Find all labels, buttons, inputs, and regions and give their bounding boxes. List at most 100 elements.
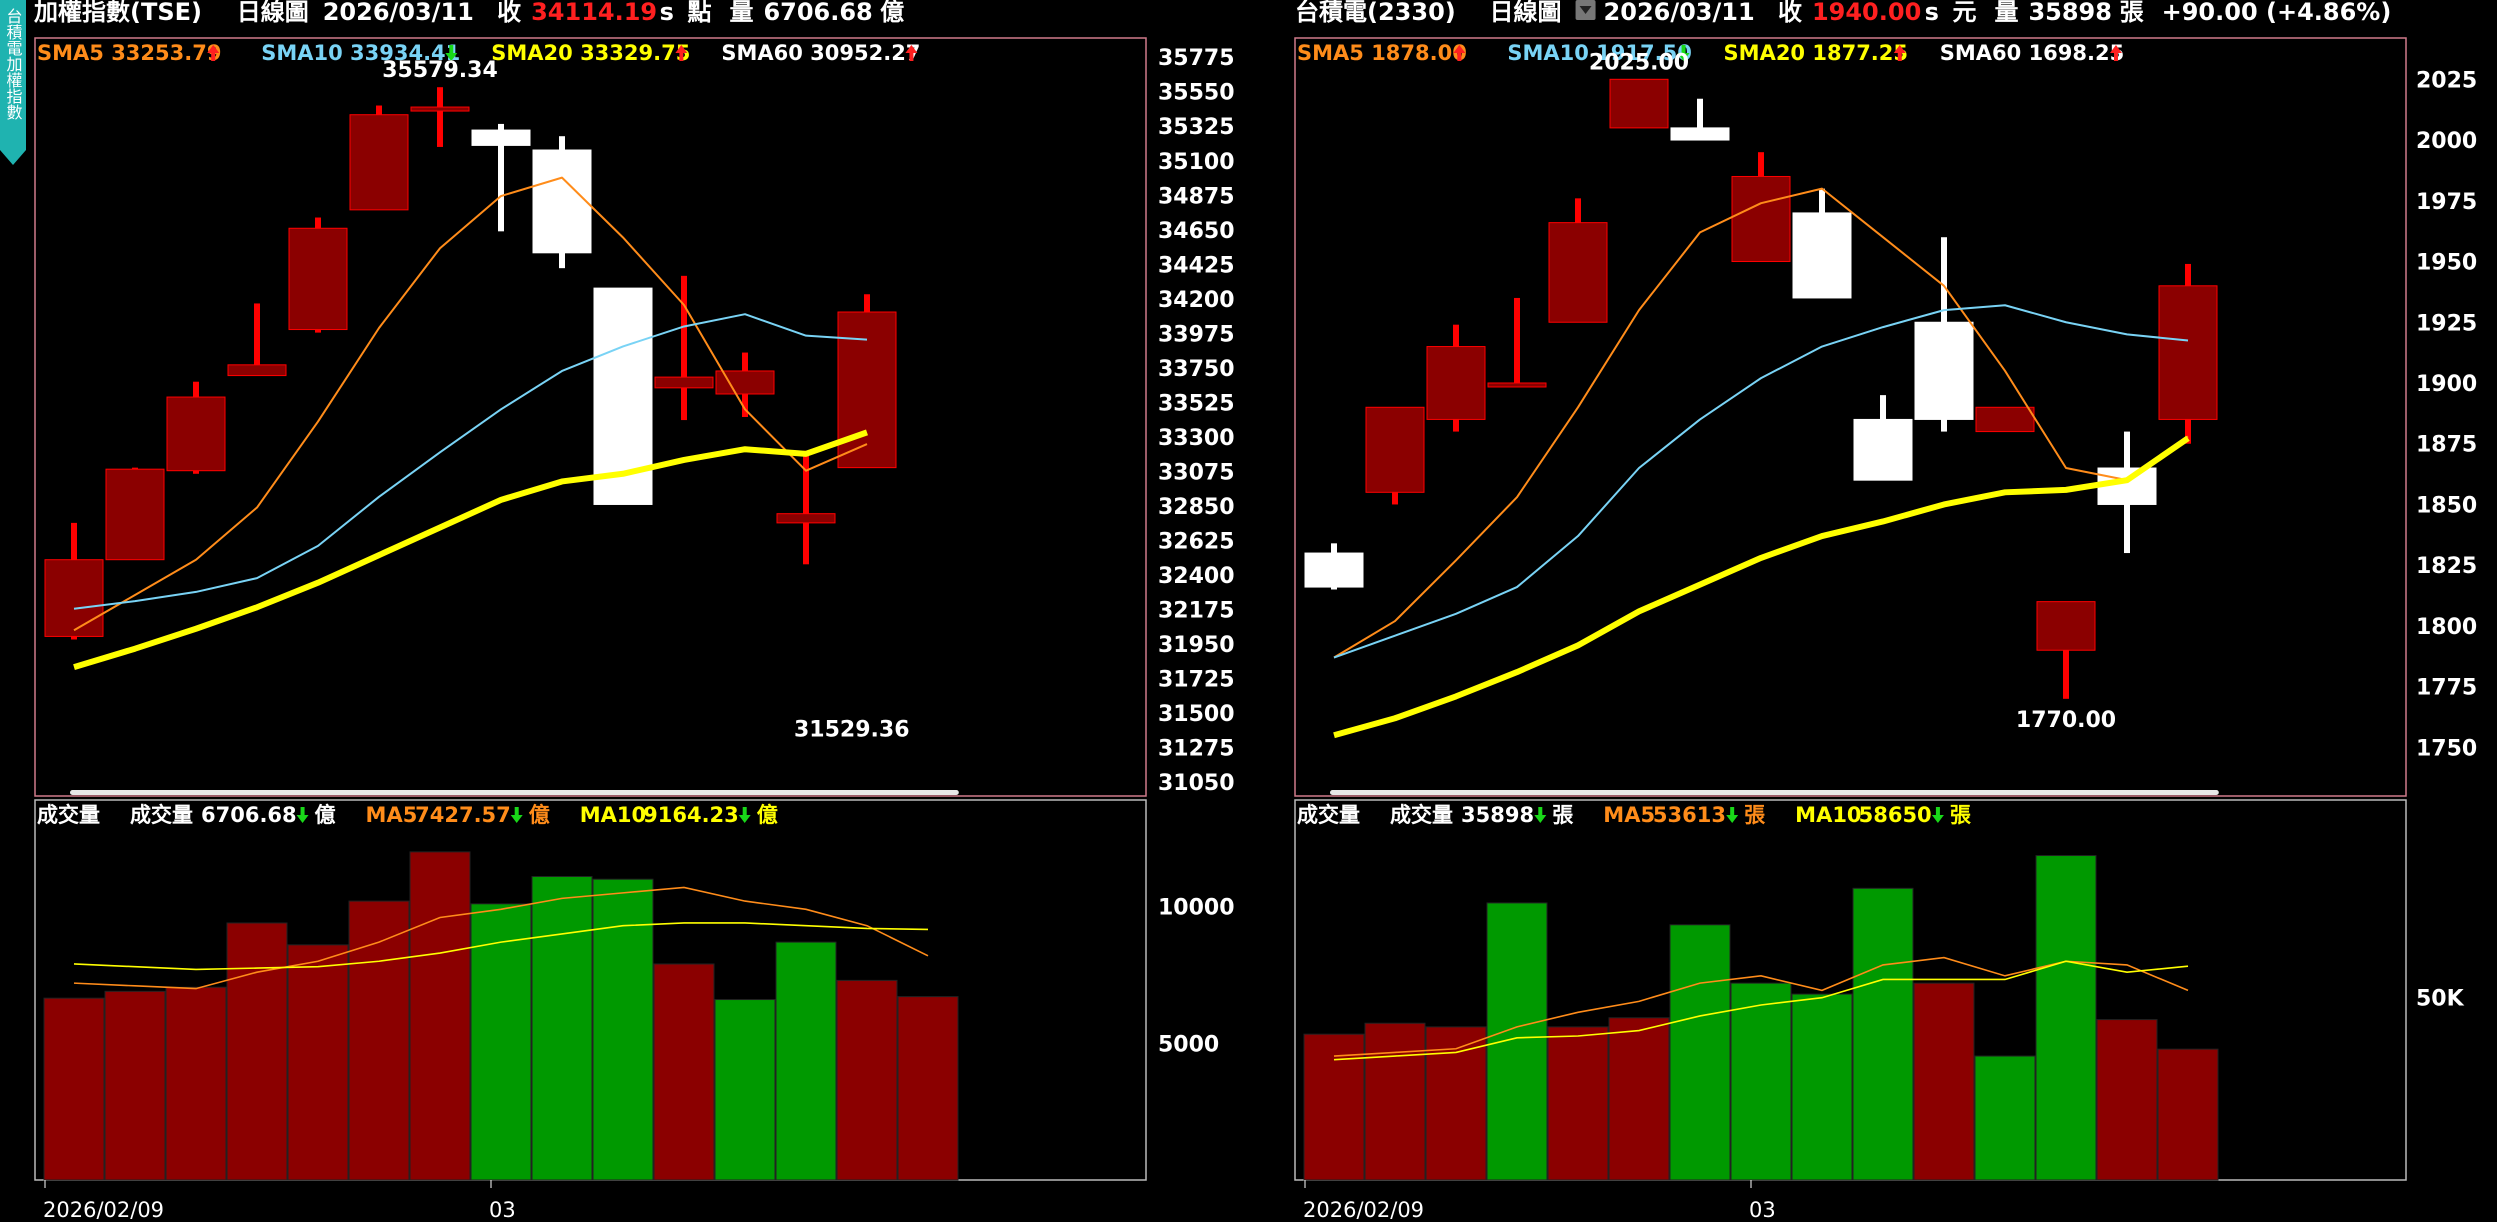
candle-body bbox=[1548, 222, 1608, 323]
candle bbox=[2097, 431, 2157, 554]
price-tick-label: 33075 bbox=[1158, 460, 1235, 485]
volume-unit: 億 bbox=[880, 0, 904, 26]
volume-bar bbox=[287, 944, 349, 1181]
volume-bar bbox=[226, 922, 288, 1181]
sma20-line bbox=[73, 429, 868, 670]
price-tick-label: 34200 bbox=[1158, 288, 1235, 313]
high-price-label: 2025.00 bbox=[1589, 50, 1689, 75]
price-tick-label: 32400 bbox=[1158, 564, 1235, 589]
volume-axis: 10000 5000 bbox=[1158, 896, 1235, 1058]
volume-panel-title: 成交量 bbox=[1297, 803, 1360, 827]
price-tick-label: 32175 bbox=[1158, 599, 1235, 624]
candle-body bbox=[2097, 467, 2157, 505]
trend-arrow-icon-head bbox=[1726, 815, 1739, 823]
side-tab-label: 台積電加權指數 bbox=[4, 8, 23, 120]
volume-bars bbox=[1303, 855, 2219, 1181]
x-tick-label: 03 bbox=[1749, 1198, 1776, 1222]
candle-body bbox=[1853, 418, 1913, 481]
candle bbox=[410, 87, 470, 147]
price-tick-label: 34875 bbox=[1158, 184, 1235, 209]
price-frame bbox=[34, 37, 1147, 797]
candles bbox=[1304, 78, 2218, 699]
candle-body bbox=[227, 364, 287, 377]
chevron-down-icon bbox=[1579, 6, 1592, 14]
trend-arrow-icon-head bbox=[1453, 45, 1466, 53]
volume-bar bbox=[836, 979, 898, 1181]
price-tick-label: 2025 bbox=[2416, 68, 2477, 93]
volume-bar bbox=[714, 999, 776, 1181]
volume-tick-label: 50K bbox=[2416, 987, 2465, 1012]
candle-body bbox=[654, 376, 714, 389]
volume-bar bbox=[1608, 1017, 1670, 1181]
header-date: 2026/03/11 bbox=[1604, 0, 1755, 26]
panel-0: 加權指數(TSE) 日線圖 2026/03/11 收 34114.19 s 點量 6706.6… bbox=[34, 0, 1235, 1222]
trend-arrow-icon-stem bbox=[2113, 52, 2118, 61]
trend-arrow-icon-head bbox=[1534, 815, 1547, 823]
price-tick-label: 1925 bbox=[2416, 311, 2477, 336]
price-tick-label: 1900 bbox=[2416, 372, 2477, 397]
symbol-name: 台積電(2330) bbox=[1295, 0, 1456, 26]
candle bbox=[1365, 406, 1425, 505]
scroll-handle[interactable] bbox=[70, 790, 959, 795]
candle-body bbox=[1304, 552, 1364, 588]
price-tick-label: 31950 bbox=[1158, 633, 1235, 658]
volume-bar bbox=[2035, 855, 2097, 1181]
candle-body bbox=[471, 129, 531, 146]
candle-wick bbox=[437, 87, 443, 147]
sma-legend: SMA5 33253.79 SMA10 33934.41 SMA20 33329.7… bbox=[37, 41, 920, 65]
candle bbox=[1426, 324, 1486, 432]
candle bbox=[1975, 406, 2035, 433]
volume-tick-label: 10000 bbox=[1158, 896, 1235, 921]
trend-arrow-icon bbox=[1726, 807, 1739, 823]
price-tick-label: 1775 bbox=[2416, 676, 2477, 701]
candle-body bbox=[1426, 346, 1486, 420]
candle bbox=[166, 381, 226, 474]
price-tick-label: 35775 bbox=[1158, 46, 1235, 71]
price-tick-label: 33525 bbox=[1158, 391, 1235, 416]
low-price-label: 1770.00 bbox=[2016, 708, 2116, 733]
candle-body bbox=[166, 396, 226, 472]
close-label: 收 bbox=[1778, 0, 1802, 26]
volume-axis: 50K bbox=[2416, 987, 2465, 1012]
candle-body bbox=[288, 227, 348, 331]
candle bbox=[715, 352, 775, 417]
trend-arrow-icon bbox=[1534, 807, 1547, 823]
candle bbox=[1487, 297, 1547, 388]
volume-bar bbox=[409, 851, 471, 1181]
sma-legend-sma60: SMA60 30952.27 bbox=[721, 41, 920, 65]
price-tick-label: 1875 bbox=[2416, 433, 2477, 458]
candle bbox=[1304, 543, 1364, 590]
price-tick-label: 31050 bbox=[1158, 771, 1235, 796]
panel-1: 台積電(2330) 日線圖 2026/03/11 收 1940.00 s 元量 35898 張 +… bbox=[1294, 0, 2477, 1222]
scroll-handle[interactable] bbox=[1330, 790, 2219, 795]
trend-arrow-icon bbox=[905, 45, 918, 61]
candle-body bbox=[1670, 127, 1730, 141]
x-tick-label: 2026/02/09 bbox=[43, 1198, 164, 1222]
sma-legend-sma20: SMA20 33329.75 bbox=[491, 41, 690, 65]
volume-bar bbox=[104, 990, 166, 1181]
volume-bar bbox=[897, 996, 959, 1181]
trend-arrow-icon-stem bbox=[449, 45, 454, 54]
candle bbox=[532, 136, 592, 269]
side-tab[interactable]: 台積電加權指數 bbox=[0, 0, 26, 165]
x-tick-label: 03 bbox=[489, 1198, 516, 1222]
price-tick-label: 1800 bbox=[2416, 615, 2477, 640]
trend-arrow-icon-stem bbox=[1538, 807, 1543, 816]
trend-arrow-icon-stem bbox=[211, 52, 216, 61]
candle-body bbox=[410, 106, 470, 112]
trend-arrow-icon-stem bbox=[1935, 807, 1940, 816]
candle-body bbox=[1975, 406, 2035, 433]
candle-body bbox=[1731, 175, 1791, 263]
x-axis: 2026/02/09 03 bbox=[1303, 1180, 1776, 1222]
trend-arrow-icon-stem bbox=[1897, 52, 1902, 61]
trend-arrow-icon-stem bbox=[514, 807, 519, 816]
trend-arrow-icon bbox=[738, 807, 751, 823]
volume-bar bbox=[775, 941, 837, 1181]
vol-ma10-line bbox=[73, 922, 929, 971]
candle-body bbox=[1609, 78, 1669, 129]
close-suffix: s bbox=[660, 0, 674, 26]
sma-legend-sma5: SMA5 33253.79 bbox=[37, 41, 221, 65]
sma20-line bbox=[1333, 435, 2190, 739]
